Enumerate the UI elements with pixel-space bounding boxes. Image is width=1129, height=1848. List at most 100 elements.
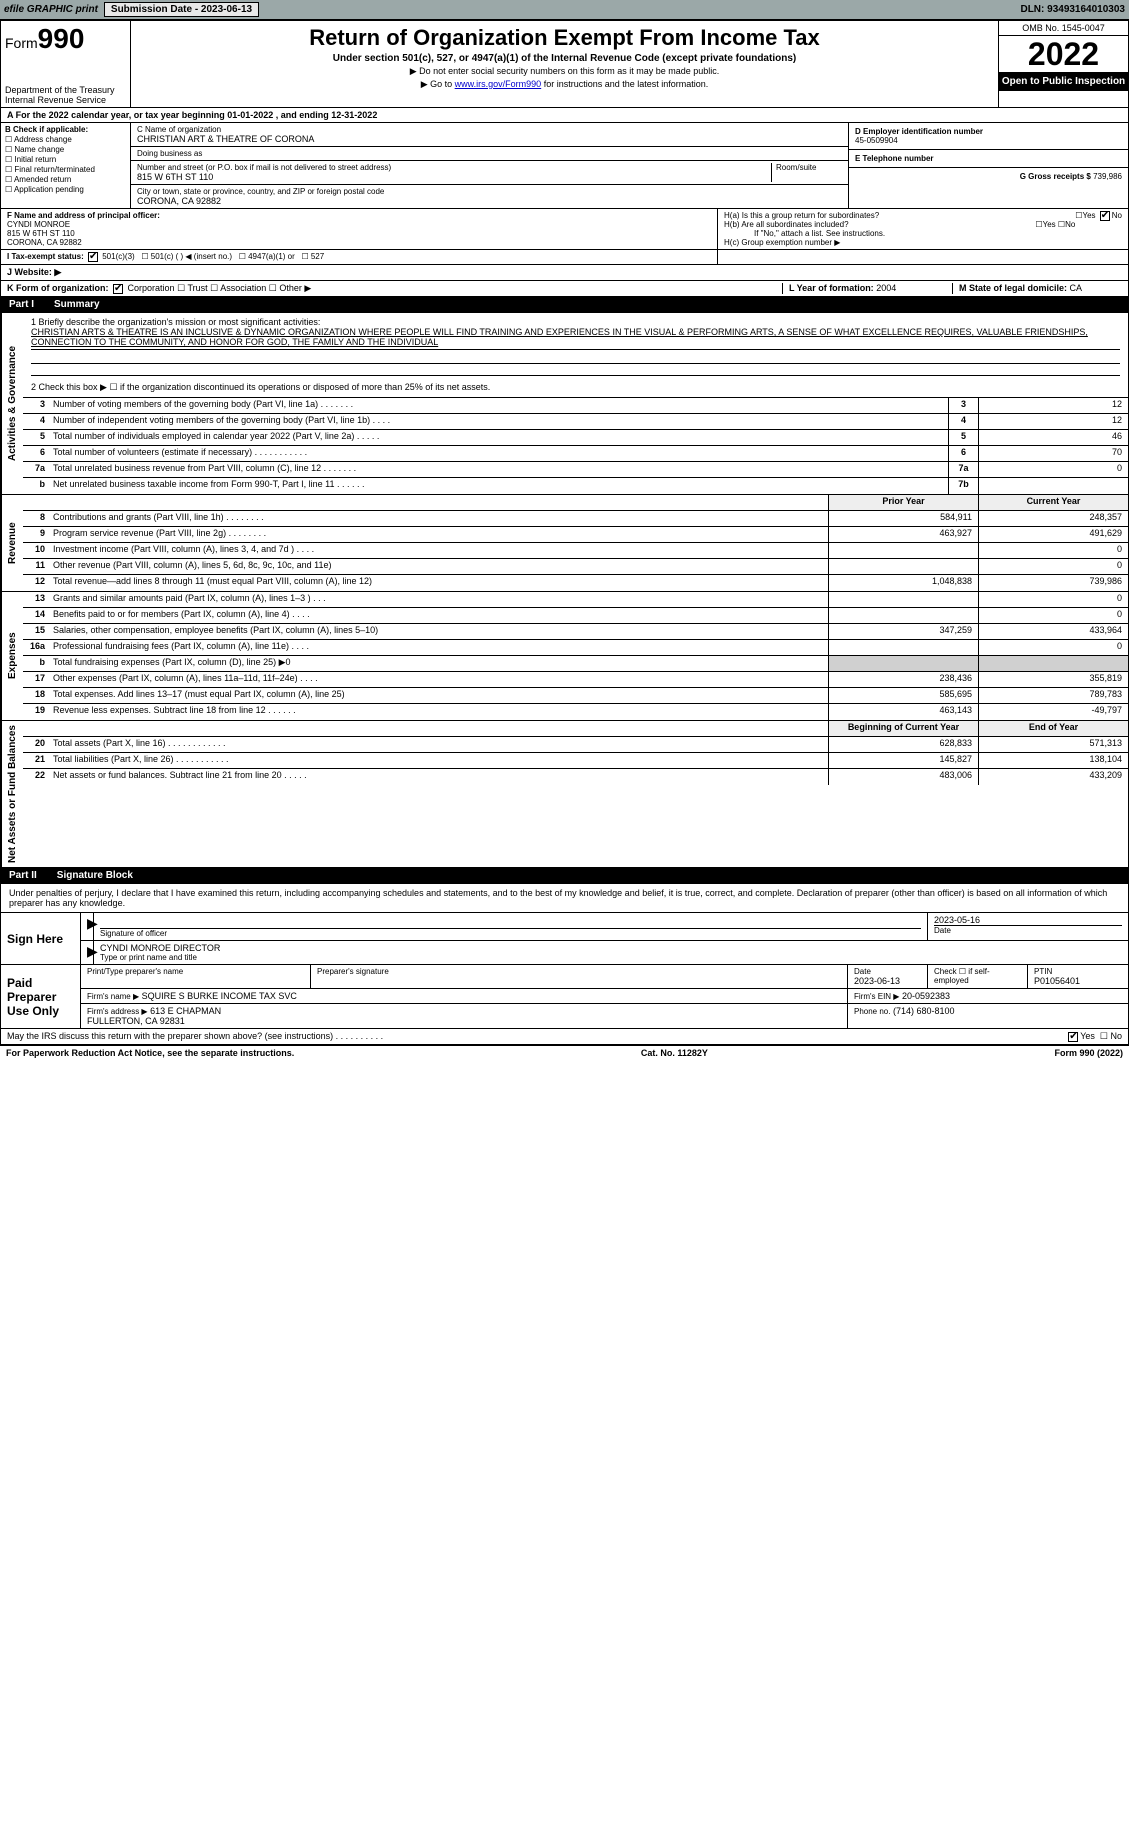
form-note2: ▶ Go to www.irs.gov/Form990 for instruct… bbox=[135, 79, 994, 90]
opt-other: Other ▶ bbox=[279, 283, 311, 293]
table-row: 22Net assets or fund balances. Subtract … bbox=[23, 769, 1128, 785]
domicile-state: CA bbox=[1070, 283, 1083, 293]
firm-name-label: Firm's name ▶ bbox=[87, 992, 139, 1001]
table-row: 11Other revenue (Part VIII, column (A), … bbox=[23, 559, 1128, 575]
hb-no: No bbox=[1065, 220, 1075, 229]
box-c: C Name of organization CHRISTIAN ART & T… bbox=[131, 123, 848, 208]
city-state-zip: CORONA, CA 92882 bbox=[137, 196, 221, 206]
officer-name-title: CYNDI MONROE DIRECTOR bbox=[100, 943, 1122, 953]
blank2 bbox=[31, 364, 1120, 376]
form-header-right: OMB No. 1545-0047 2022 Open to Public In… bbox=[998, 21, 1128, 107]
name-title-label: Type or print name and title bbox=[100, 953, 1122, 962]
signature-block: Under penalties of perjury, I declare th… bbox=[0, 884, 1129, 1045]
table-row: 18Total expenses. Add lines 13–17 (must … bbox=[23, 688, 1128, 704]
gov-line: 4Number of independent voting members of… bbox=[23, 414, 1128, 430]
table-row: 16aProfessional fundraising fees (Part I… bbox=[23, 640, 1128, 656]
part2-header: Part II Signature Block bbox=[0, 868, 1129, 884]
table-row: 8Contributions and grants (Part VIII, li… bbox=[23, 511, 1128, 527]
officer-label: F Name and address of principal officer: bbox=[7, 211, 160, 220]
may-irs-row: May the IRS discuss this return with the… bbox=[1, 1028, 1128, 1044]
table-row: 14Benefits paid to or for members (Part … bbox=[23, 608, 1128, 624]
org-name-label: C Name of organization bbox=[137, 125, 842, 134]
table-row: 20Total assets (Part X, line 16) . . . .… bbox=[23, 737, 1128, 753]
chk-501c3[interactable] bbox=[88, 252, 98, 262]
may-irs-yes-checkbox[interactable] bbox=[1068, 1032, 1078, 1042]
firm-ein: 20-0592383 bbox=[902, 991, 950, 1001]
room-label: Room/suite bbox=[776, 163, 842, 172]
box-f-h: F Name and address of principal officer:… bbox=[0, 209, 1129, 250]
box-j: J Website: ▶ bbox=[0, 265, 1129, 281]
box-l: L Year of formation: 2004 bbox=[782, 283, 952, 294]
chk-initial-return[interactable]: ☐ Initial return bbox=[5, 155, 126, 164]
side-gov: Activities & Governance bbox=[1, 313, 23, 494]
tax-exempt-label: I Tax-exempt status: bbox=[7, 252, 84, 261]
ein-value: 45-0509904 bbox=[855, 136, 898, 145]
line-a-tax-year: A For the 2022 calendar year, or tax yea… bbox=[0, 108, 1129, 123]
opt-assoc: Association bbox=[220, 283, 266, 293]
part1-header: Part I Summary bbox=[0, 297, 1129, 313]
dept-treasury: Department of the Treasury bbox=[5, 85, 126, 95]
irs-label: Internal Revenue Service bbox=[5, 95, 126, 105]
firm-phone: (714) 680-8100 bbox=[893, 1006, 955, 1016]
end-year-hdr: End of Year bbox=[978, 721, 1128, 736]
omb-number: OMB No. 1545-0047 bbox=[999, 21, 1128, 36]
table-row: 19Revenue less expenses. Subtract line 1… bbox=[23, 704, 1128, 720]
rev-section: Revenue Prior Year Current Year 8Contrib… bbox=[0, 495, 1129, 592]
opt-501c: 501(c) ( ) ◀ (insert no.) bbox=[151, 252, 232, 261]
table-row: 12Total revenue—add lines 8 through 11 (… bbox=[23, 575, 1128, 591]
box-b: B Check if applicable: ☐ Address change … bbox=[1, 123, 131, 208]
opt-corp: Corporation bbox=[128, 283, 175, 293]
year-formation: 2004 bbox=[876, 283, 896, 293]
street-label: Number and street (or P.O. box if mail i… bbox=[137, 163, 767, 172]
ha-no-checkbox[interactable] bbox=[1100, 211, 1110, 221]
efile-topbar: efile GRAPHIC print Submission Date - 20… bbox=[0, 0, 1129, 19]
hb-yes: Yes bbox=[1043, 220, 1056, 229]
paid-preparer-label: Paid Preparer Use Only bbox=[1, 965, 81, 1028]
website-label: J Website: ▶ bbox=[7, 267, 61, 277]
gov-line: bNet unrelated business taxable income f… bbox=[23, 478, 1128, 494]
tax-year: 2022 bbox=[999, 36, 1128, 72]
ptin-label: PTIN bbox=[1034, 967, 1122, 976]
hc-label: H(c) Group exemption number ▶ bbox=[724, 238, 1122, 247]
table-row: 9Program service revenue (Part VIII, lin… bbox=[23, 527, 1128, 543]
form-org-label: K Form of organization: bbox=[7, 283, 109, 293]
gov-line: 7aTotal unrelated business revenue from … bbox=[23, 462, 1128, 478]
net-col-header: Beginning of Current Year End of Year bbox=[23, 721, 1128, 737]
chk-amended-return[interactable]: ☐ Amended return bbox=[5, 175, 126, 184]
box-k: K Form of organization: Corporation ☐ Tr… bbox=[7, 283, 782, 294]
irs-form990-link[interactable]: www.irs.gov/Form990 bbox=[455, 79, 542, 89]
prep-sig-label: Preparer's signature bbox=[317, 967, 841, 976]
part1-title: Summary bbox=[54, 299, 100, 310]
note2-pre: ▶ Go to bbox=[421, 79, 455, 89]
table-row: 17Other expenses (Part IX, column (A), l… bbox=[23, 672, 1128, 688]
form-label: Form bbox=[5, 35, 38, 51]
submission-date-button[interactable]: Submission Date - 2023-06-13 bbox=[104, 2, 259, 17]
table-row: 21Total liabilities (Part X, line 26) . … bbox=[23, 753, 1128, 769]
box-i-row: I Tax-exempt status: 501(c)(3) ☐ 501(c) … bbox=[0, 250, 1129, 265]
officer-signature-line[interactable] bbox=[100, 915, 921, 929]
chk-name-change[interactable]: ☐ Name change bbox=[5, 145, 126, 154]
opt-trust: Trust bbox=[187, 283, 207, 293]
box-f: F Name and address of principal officer:… bbox=[1, 209, 718, 249]
self-employed-check[interactable]: Check ☐ if self-employed bbox=[934, 967, 1021, 985]
form-ref: Form 990 (2022) bbox=[1054, 1048, 1123, 1058]
hb-label: H(b) Are all subordinates included? bbox=[724, 220, 849, 229]
q1-text: CHRISTIAN ARTS & THEATRE IS AN INCLUSIVE… bbox=[31, 327, 1120, 350]
sig-date-label: Date bbox=[934, 925, 1122, 935]
chk-address-change[interactable]: ☐ Address change bbox=[5, 135, 126, 144]
chk-application-pending[interactable]: ☐ Application pending bbox=[5, 185, 126, 194]
form-number: 990 bbox=[38, 23, 85, 54]
prior-year-hdr: Prior Year bbox=[828, 495, 978, 510]
opt-4947: 4947(a)(1) or bbox=[248, 252, 295, 261]
begin-year-hdr: Beginning of Current Year bbox=[828, 721, 978, 736]
page-footer: For Paperwork Reduction Act Notice, see … bbox=[0, 1045, 1129, 1060]
may-irs-text: May the IRS discuss this return with the… bbox=[7, 1031, 972, 1042]
side-exp: Expenses bbox=[1, 592, 23, 720]
side-rev: Revenue bbox=[1, 495, 23, 591]
gross-receipts-value: 739,986 bbox=[1093, 172, 1122, 181]
may-irs-no: No bbox=[1110, 1031, 1122, 1041]
catalog-number: Cat. No. 11282Y bbox=[641, 1048, 708, 1058]
chk-final-return[interactable]: ☐ Final return/terminated bbox=[5, 165, 126, 174]
gov-section: Activities & Governance 1 Briefly descri… bbox=[0, 313, 1129, 495]
chk-corporation[interactable] bbox=[113, 284, 123, 294]
